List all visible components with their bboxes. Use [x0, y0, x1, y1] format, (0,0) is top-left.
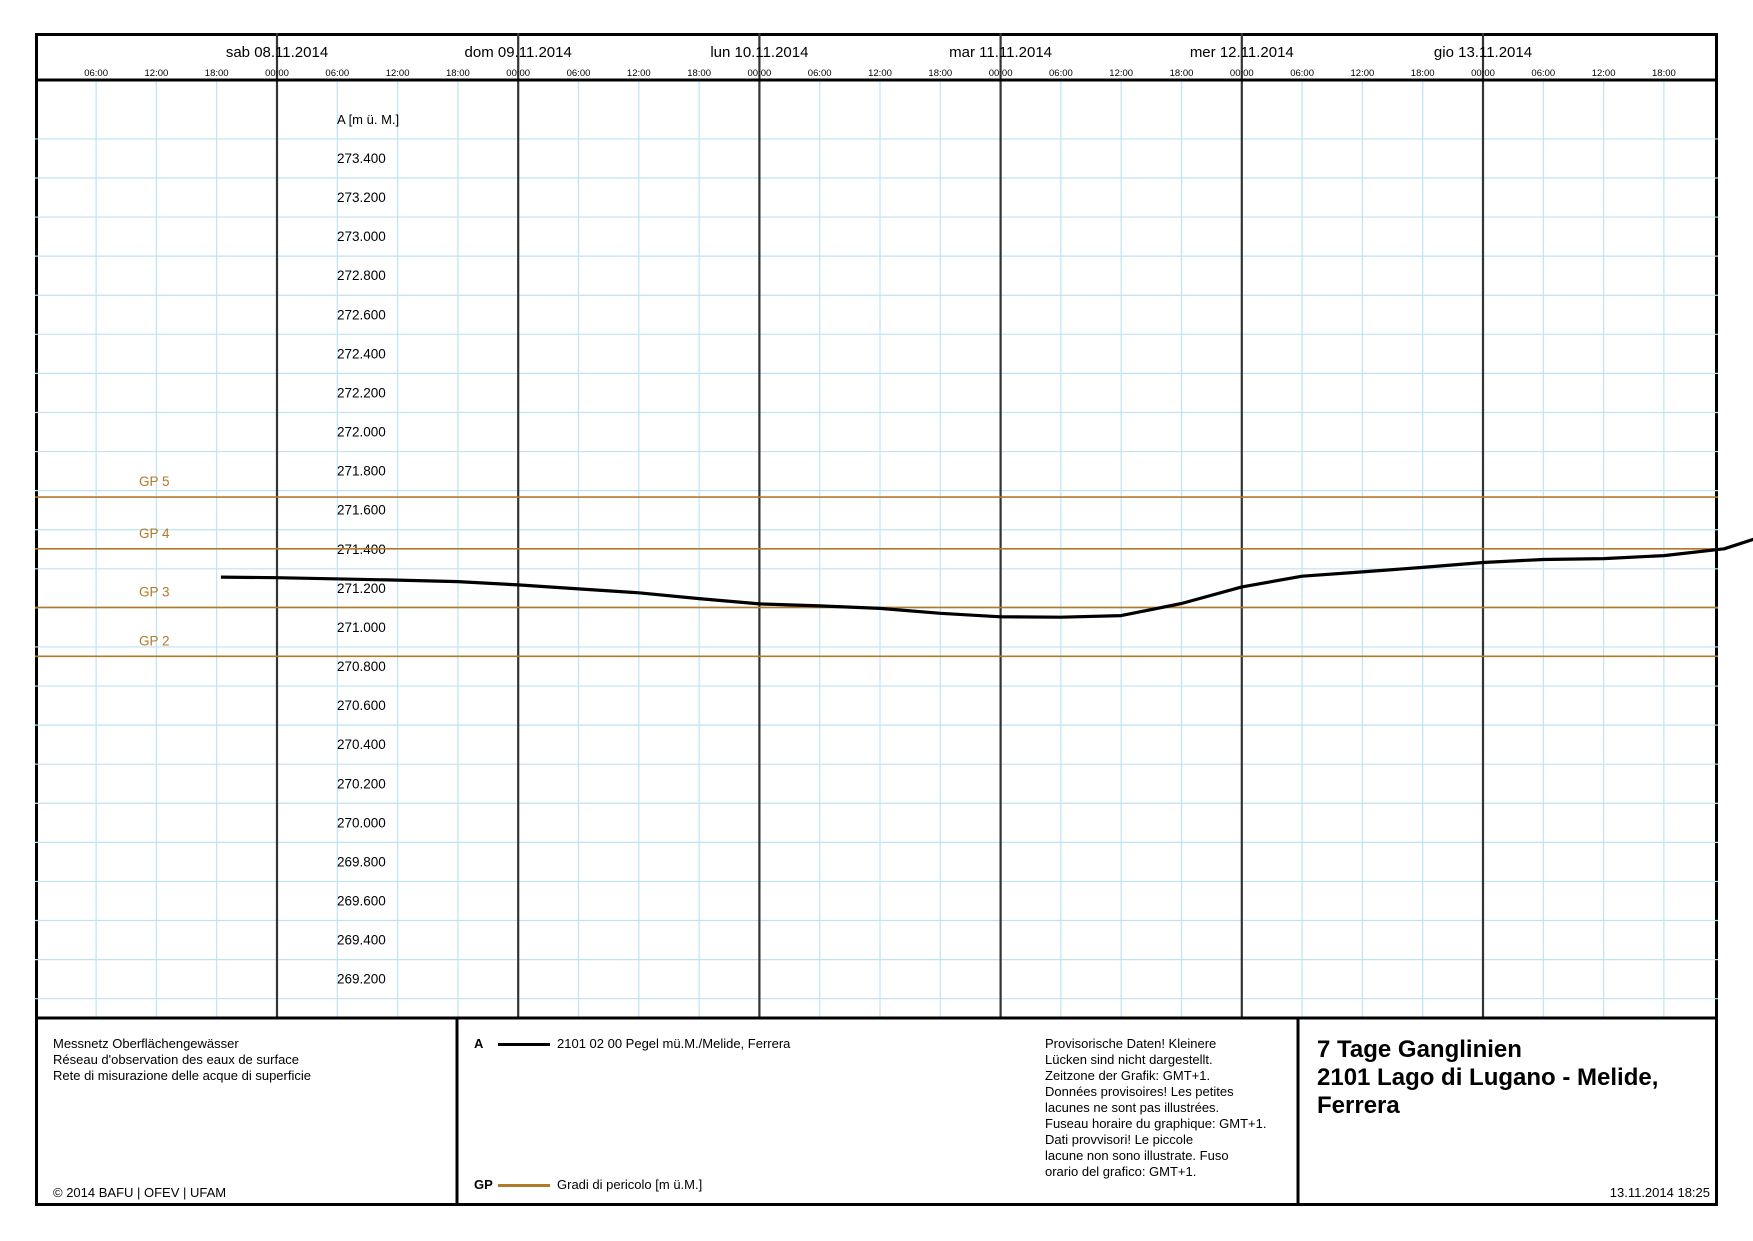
y-tick-label: 269.600 — [337, 894, 386, 909]
hour-tick-label: 18:00 — [205, 68, 229, 79]
y-tick-label: 270.800 — [337, 659, 386, 674]
notice-line: lacune non sono illustrate. Fuso — [1045, 1148, 1229, 1163]
hour-tick-label: 00:00 — [506, 68, 530, 79]
day-label: lun 10.11.2014 — [710, 44, 808, 61]
y-tick-label: 272.400 — [337, 346, 386, 361]
hour-tick-label: 12:00 — [1109, 68, 1133, 79]
y-tick-label: 272.000 — [337, 425, 386, 440]
notice-line: Provisorische Daten! Kleinere — [1045, 1036, 1217, 1051]
notice-line: Zeitzone der Grafik: GMT+1. — [1045, 1068, 1211, 1083]
legend-gp-key: GP — [474, 1177, 493, 1192]
hour-tick-label: 06:00 — [325, 68, 349, 79]
y-tick-label: 270.400 — [337, 737, 386, 752]
network-name-block: Messnetz Oberflächengewässer Réseau d'ob… — [53, 1036, 311, 1084]
y-tick-label: 270.000 — [337, 815, 386, 830]
network-name-it: Rete di misurazione delle acque di super… — [53, 1068, 311, 1083]
hour-tick-label: 18:00 — [1411, 68, 1435, 79]
legend-a-label: 2101 02 00 Pegel mü.M./Melide, Ferrera — [557, 1036, 791, 1051]
hour-tick-label: 06:00 — [1290, 68, 1314, 79]
notice-line: orario del grafico: GMT+1. — [1045, 1164, 1197, 1179]
y-tick-label: 271.600 — [337, 503, 386, 518]
station-name: 2101 Lago di Lugano - Melide, — [1317, 1064, 1659, 1091]
y-tick-label: 269.400 — [337, 933, 386, 948]
danger-level-label: GP 5 — [139, 474, 170, 489]
hour-tick-label: 12:00 — [1351, 68, 1375, 79]
notice-line: Données provisoires! Les petites — [1045, 1084, 1234, 1099]
provisional-data-notice: Provisorische Daten! Kleinere Lücken sin… — [1045, 1036, 1295, 1180]
hour-tick-label: 00:00 — [265, 68, 289, 79]
y-axis-label: A [m ü. M.] — [337, 112, 399, 127]
day-label: gio 13.11.2014 — [1434, 44, 1532, 61]
y-tick-label: 272.800 — [337, 268, 386, 283]
legend-a-swatch — [498, 1043, 550, 1046]
chart-frame — [35, 33, 1718, 1206]
hour-tick-label: 18:00 — [928, 68, 952, 79]
y-tick-label: 270.200 — [337, 776, 386, 791]
hour-tick-label: 12:00 — [1592, 68, 1616, 79]
hour-tick-label: 06:00 — [567, 68, 591, 79]
notice-line: Fuseau horaire du graphique: GMT+1. — [1045, 1116, 1267, 1131]
y-tick-label: 271.200 — [337, 581, 386, 596]
hour-tick-label: 06:00 — [1049, 68, 1073, 79]
notice-line: Dati provvisori! Le piccole — [1045, 1132, 1194, 1147]
network-name-de: Messnetz Oberflächengewässer — [53, 1036, 239, 1051]
legend-a-key: A — [474, 1036, 484, 1051]
hour-tick-label: 06:00 — [84, 68, 108, 79]
hour-tick-label: 00:00 — [1230, 68, 1254, 79]
notice-line: lacunes ne sont pas illustrées. — [1045, 1100, 1220, 1115]
network-name-fr: Réseau d'observation des eaux de surface — [53, 1052, 300, 1067]
y-tick-label: 269.200 — [337, 972, 386, 987]
generated-timestamp: 13.11.2014 18:25 — [1609, 1185, 1710, 1200]
station-name-cont: Ferrera — [1317, 1092, 1400, 1119]
y-tick-label: 271.000 — [337, 620, 386, 635]
y-tick-label: 270.600 — [337, 698, 386, 713]
hour-tick-label: 06:00 — [808, 68, 832, 79]
chart-title-block: 7 Tage Ganglinien 2101 Lago di Lugano - … — [1317, 1036, 1707, 1120]
y-tick-label: 269.800 — [337, 854, 386, 869]
day-label: sab 08.11.2014 — [226, 44, 328, 61]
hour-tick-label: 06:00 — [1531, 68, 1555, 79]
hour-tick-label: 12:00 — [386, 68, 410, 79]
hour-tick-label: 12:00 — [868, 68, 892, 79]
chart-title: 7 Tage Ganglinien — [1317, 1036, 1522, 1063]
legend-gp-label: Gradi di pericolo [m ü.M.] — [557, 1177, 703, 1192]
y-tick-label: 272.200 — [337, 385, 386, 400]
hour-tick-label: 18:00 — [1170, 68, 1194, 79]
y-tick-label: 273.200 — [337, 190, 386, 205]
hour-tick-label: 18:00 — [1652, 68, 1676, 79]
hour-tick-label: 12:00 — [627, 68, 651, 79]
hour-tick-label: 00:00 — [748, 68, 772, 79]
hour-tick-label: 00:00 — [1471, 68, 1495, 79]
hour-tick-label: 18:00 — [446, 68, 470, 79]
danger-level-label: GP 4 — [139, 526, 170, 541]
hour-tick-label: 00:00 — [989, 68, 1013, 79]
day-label: mer 12.11.2014 — [1190, 44, 1294, 61]
y-tick-label: 273.000 — [337, 229, 386, 244]
y-tick-label: 271.800 — [337, 464, 386, 479]
water-level-series-line — [220, 537, 1753, 619]
copyright: © 2014 BAFU | OFEV | UFAM — [53, 1185, 227, 1200]
y-tick-label: 272.600 — [337, 307, 386, 322]
day-label: mar 11.11.2014 — [949, 44, 1052, 61]
y-tick-label: 273.400 — [337, 151, 386, 166]
legend-gp-swatch — [498, 1184, 550, 1187]
day-label: dom 09.11.2014 — [465, 44, 572, 61]
hour-tick-label: 18:00 — [687, 68, 711, 79]
hour-tick-label: 12:00 — [145, 68, 169, 79]
notice-line: Lücken sind nicht dargestellt. — [1045, 1052, 1213, 1067]
danger-level-label: GP 2 — [139, 633, 170, 648]
danger-level-label: GP 3 — [139, 584, 170, 599]
